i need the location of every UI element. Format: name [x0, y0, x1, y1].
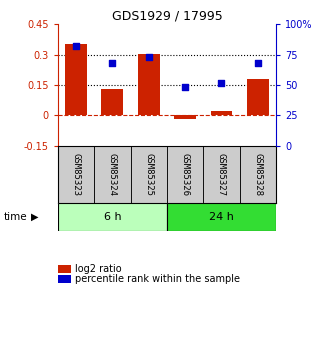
Text: GSM85323: GSM85323	[72, 153, 81, 196]
Bar	[101, 89, 123, 116]
Point	[183, 85, 188, 90]
Point	[219, 80, 224, 85]
Text: 6 h: 6 h	[104, 212, 121, 222]
Text: time: time	[3, 212, 27, 222]
Bar	[211, 111, 232, 116]
Text: percentile rank within the sample: percentile rank within the sample	[75, 275, 240, 284]
Text: GSM85325: GSM85325	[144, 153, 153, 196]
Bar	[203, 146, 240, 203]
Bar	[65, 45, 87, 116]
Title: GDS1929 / 17995: GDS1929 / 17995	[111, 10, 222, 23]
Bar	[240, 146, 276, 203]
Point	[255, 60, 260, 66]
Bar	[167, 203, 276, 231]
Bar	[174, 116, 196, 119]
Text: GSM85328: GSM85328	[253, 153, 262, 196]
Text: log2 ratio: log2 ratio	[75, 264, 122, 274]
Text: GSM85326: GSM85326	[181, 153, 190, 196]
Bar	[167, 146, 203, 203]
Point	[110, 60, 115, 66]
Bar	[247, 79, 269, 116]
Text: GSM85327: GSM85327	[217, 153, 226, 196]
Bar	[58, 203, 167, 231]
Bar	[58, 146, 94, 203]
Bar	[131, 146, 167, 203]
Text: GSM85324: GSM85324	[108, 153, 117, 196]
Text: ▶: ▶	[30, 212, 38, 222]
Point	[146, 54, 151, 60]
Bar	[138, 53, 160, 116]
Bar	[94, 146, 131, 203]
Point	[74, 43, 79, 49]
Text: 24 h: 24 h	[209, 212, 234, 222]
